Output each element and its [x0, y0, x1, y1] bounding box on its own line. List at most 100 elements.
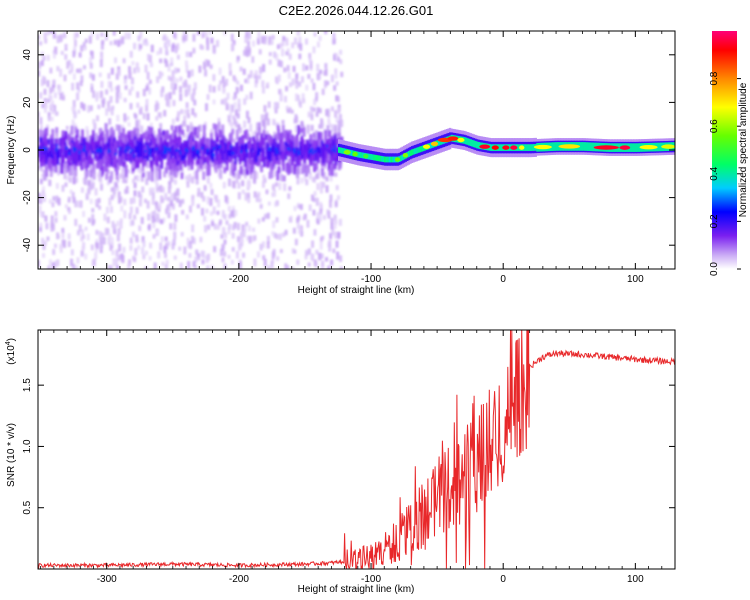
- noise-band-blob: [178, 125, 182, 134]
- noise-speckle: [194, 264, 198, 269]
- noise-band-blob: [195, 169, 199, 180]
- noise-peak: [65, 146, 68, 150]
- noise-speckle: [110, 206, 114, 213]
- noise-speckle: [136, 165, 140, 173]
- noise-speckle: [247, 196, 251, 203]
- noise-speckle: [335, 185, 339, 191]
- noise-band-blob: [155, 157, 159, 167]
- noise-speckle: [291, 266, 295, 269]
- noise-band-blob: [101, 137, 105, 146]
- noise-speckle: [319, 69, 323, 74]
- signal-core: [517, 144, 520, 151]
- noise-speckle: [244, 192, 248, 201]
- noise-speckle: [107, 106, 111, 112]
- noise-speckle: [267, 201, 271, 206]
- signal-core: [374, 154, 377, 161]
- noise-band-blob: [120, 139, 124, 147]
- colorbar-tick-label: 0.4: [709, 166, 720, 180]
- noise-speckle: [243, 120, 247, 129]
- noise-band-blob: [104, 123, 108, 133]
- noise-band-blob: [198, 124, 202, 132]
- noise-band-blob: [74, 158, 78, 165]
- noise-speckle: [116, 234, 120, 242]
- noise-speckle: [303, 175, 307, 182]
- noise-band-blob: [79, 144, 83, 153]
- noise-speckle: [129, 220, 133, 227]
- noise-speckle: [222, 227, 226, 235]
- noise-speckle: [270, 39, 274, 45]
- noise-band-blob: [141, 166, 145, 172]
- noise-peak: [107, 150, 110, 154]
- noise-band-blob: [229, 149, 233, 158]
- noise-speckle: [164, 264, 168, 269]
- noise-speckle: [99, 59, 103, 68]
- noise-speckle: [191, 176, 195, 184]
- noise-band-blob: [109, 134, 113, 144]
- noise-band-blob: [218, 129, 222, 138]
- noise-speckle: [294, 93, 298, 102]
- noise-band-blob: [188, 137, 192, 148]
- noise-speckle: [253, 191, 257, 198]
- noise-speckle: [333, 214, 337, 220]
- noise-speckle: [101, 232, 105, 241]
- noise-band-blob: [225, 160, 229, 171]
- noise-speckle: [277, 59, 281, 67]
- noise-speckle: [118, 92, 122, 100]
- noise-band-blob: [243, 159, 247, 167]
- noise-speckle: [80, 229, 84, 235]
- noise-speckle: [133, 42, 137, 50]
- noise-speckle: [232, 138, 236, 143]
- noise-band-blob: [120, 133, 124, 141]
- noise-speckle: [39, 41, 43, 46]
- snr-y-tick-label: 1.5: [22, 378, 33, 392]
- noise-speckle: [131, 220, 135, 226]
- signal-core: [556, 142, 560, 151]
- noise-band-blob: [296, 165, 300, 175]
- noise-band-blob: [210, 149, 214, 160]
- noise-band-blob: [319, 131, 323, 143]
- noise-band-blob: [214, 164, 218, 173]
- noise-speckle: [157, 112, 161, 117]
- signal-core: [555, 142, 558, 151]
- noise-speckle: [265, 189, 269, 195]
- noise-band-blob: [124, 168, 128, 178]
- noise-speckle: [330, 74, 334, 83]
- noise-speckle: [288, 186, 292, 191]
- noise-band-blob: [51, 128, 55, 140]
- noise-speckle: [171, 118, 175, 125]
- noise-speckle: [198, 65, 202, 73]
- noise-speckle: [298, 53, 302, 60]
- noise-speckle: [46, 31, 50, 36]
- noise-speckle: [100, 41, 104, 50]
- noise-band-blob: [144, 130, 148, 142]
- noise-peak: [155, 147, 158, 151]
- signal-core: [499, 144, 503, 151]
- noise-speckle: [167, 196, 171, 202]
- noise-band-blob: [138, 142, 142, 150]
- noise-band-blob: [92, 171, 96, 180]
- noise-speckle: [195, 178, 199, 185]
- signal-core: [523, 144, 526, 151]
- noise-speckle: [145, 170, 149, 178]
- noise-speckle: [329, 194, 333, 202]
- noise-speckle: [85, 193, 89, 200]
- spectrogram-y-tick-label: -20: [22, 190, 33, 205]
- noise-speckle: [68, 209, 72, 214]
- noise-band-blob: [240, 144, 244, 151]
- noise-speckle: [38, 61, 41, 70]
- noise-band-blob: [120, 143, 124, 151]
- noise-band-blob: [282, 175, 286, 182]
- noise-speckle: [339, 266, 343, 269]
- noise-band-blob: [256, 160, 260, 167]
- noise-speckle: [146, 53, 150, 61]
- noise-speckle: [299, 43, 303, 51]
- noise-peak: [293, 148, 296, 152]
- noise-speckle: [100, 32, 104, 37]
- noise-speckle: [148, 256, 152, 261]
- noise-peak: [314, 149, 317, 153]
- noise-speckle: [319, 213, 323, 222]
- noise-band-blob: [326, 125, 330, 132]
- noise-speckle: [38, 227, 42, 232]
- noise-band-blob: [202, 136, 206, 144]
- noise-speckle: [206, 176, 210, 184]
